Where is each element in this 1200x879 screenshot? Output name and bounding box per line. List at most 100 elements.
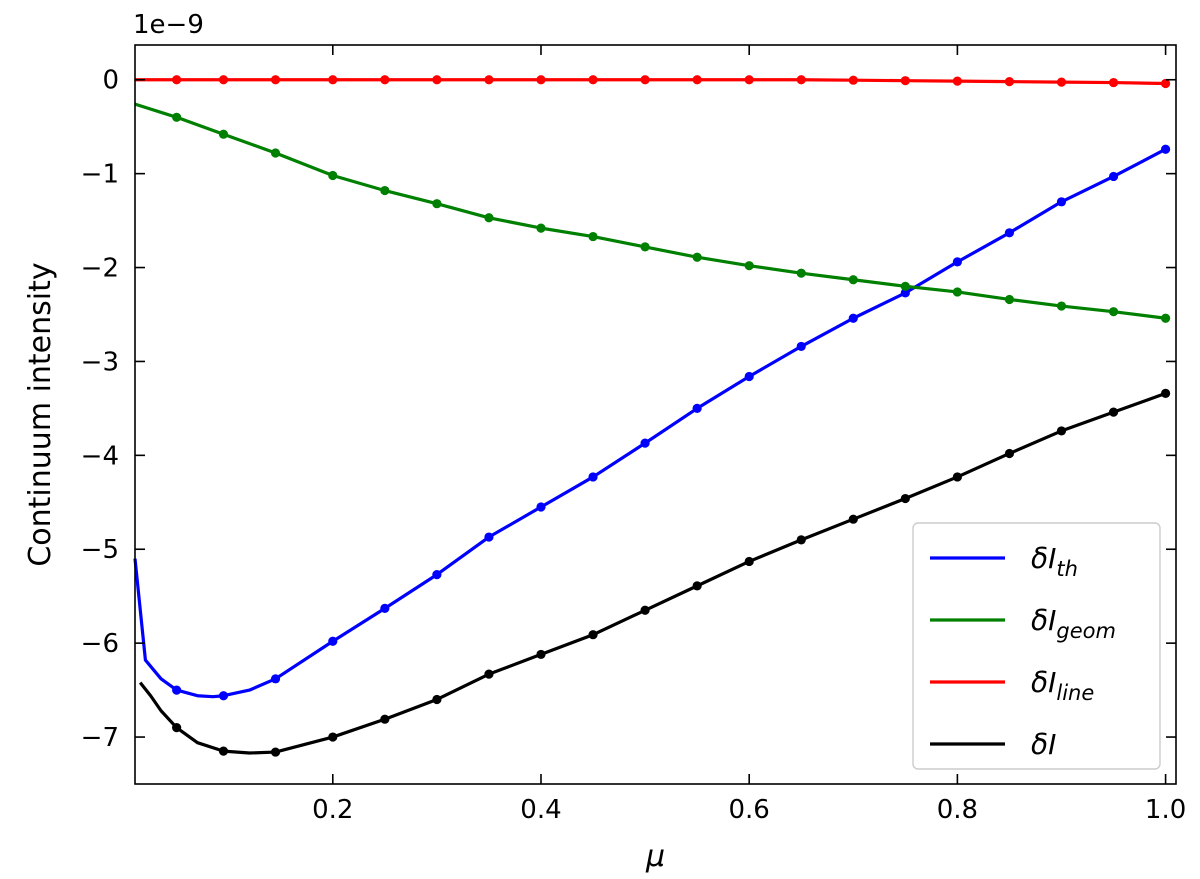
data-point [692,581,702,591]
data-point [1160,388,1171,398]
data-point [1108,171,1119,182]
data-point [270,148,281,158]
data-point [952,287,962,297]
data-point [1056,77,1067,87]
data-point [270,75,281,85]
data-point [1056,197,1067,207]
data-point [588,472,598,482]
y-tick-label: −5 [81,535,119,565]
y-tick-label: −7 [81,723,119,753]
x-tick-label: 0.8 [937,795,978,825]
data-point [432,75,442,85]
data-point [900,493,910,504]
data-point [952,76,962,86]
data-point [328,170,338,181]
data-point [952,257,962,267]
data-point [952,472,962,482]
data-point [588,231,598,242]
data-point [848,514,858,524]
data-point [900,288,910,298]
data-point [536,75,546,85]
data-point [1056,301,1067,311]
series-layer [133,75,1171,757]
data-point [432,199,442,209]
data-point [1056,426,1067,436]
data-point [172,112,182,122]
data-point [380,75,390,85]
data-point [848,313,858,323]
data-point [380,714,390,724]
x-tick-label: 0.2 [312,795,353,825]
data-point [796,75,806,85]
data-point [218,129,229,139]
data-point [484,213,494,223]
data-point [1108,307,1119,317]
data-point [744,371,754,382]
y-tick-label: −6 [81,629,119,659]
data-point [172,723,182,733]
data-point [588,75,598,85]
data-point [640,242,650,252]
data-point [536,502,546,512]
data-point [588,630,598,640]
legend-item: δIgeom [930,604,1116,643]
data-point [1160,144,1171,154]
y-tick-label: −2 [81,254,119,284]
data-point [692,75,702,85]
legend: δIth δIgeom δIline δI [912,522,1161,770]
data-point [640,605,650,615]
data-point [270,674,281,684]
data-point [1004,448,1015,459]
data-point [484,532,494,542]
data-point [270,747,281,757]
data-point [744,261,754,271]
legend-label: δIgeom [1031,604,1116,643]
data-point [1160,78,1171,89]
y-tick-label: −4 [81,441,119,471]
data-point [484,75,494,85]
data-point [692,403,702,413]
legend-label: δIline [1031,666,1094,705]
y-tick-label: −1 [81,160,119,190]
y-tick-label: −3 [81,347,119,377]
series-2 [135,75,1171,89]
data-point [692,252,702,262]
data-point [218,691,229,701]
data-point [328,75,338,85]
data-point [744,75,754,85]
data-point [796,268,806,278]
series-0 [133,144,1171,701]
data-point [1160,313,1171,323]
legend-item: δI [930,728,1056,761]
data-point [744,556,754,567]
x-tick-label: 0.6 [729,795,770,825]
data-point [172,75,182,85]
axes-frame [134,44,1177,785]
legend-label: δI [1031,728,1056,761]
data-point [640,75,650,85]
legend-box [912,522,1161,770]
series-line [133,147,1167,699]
legend-item: δIline [930,666,1094,705]
data-point [1004,294,1015,305]
data-point [1108,77,1119,88]
series-1 [134,102,1171,323]
data-point [328,636,338,646]
y-axis-label: Continuum intensity [23,262,58,566]
data-point [900,76,910,86]
x-tick-label: 1.0 [1145,795,1186,825]
data-point [380,185,390,196]
legend-item: δIth [930,542,1078,581]
x-axis-label: μ [645,839,665,874]
data-point [536,649,546,660]
data-point [218,75,229,85]
data-point [1108,407,1119,417]
series-3 [138,388,1171,757]
data-point [328,732,338,742]
data-point [484,669,494,679]
x-tick-label: 0.4 [520,795,561,825]
data-point [432,570,442,580]
data-point [848,275,858,285]
data-point [640,438,650,448]
data-point [432,694,442,705]
